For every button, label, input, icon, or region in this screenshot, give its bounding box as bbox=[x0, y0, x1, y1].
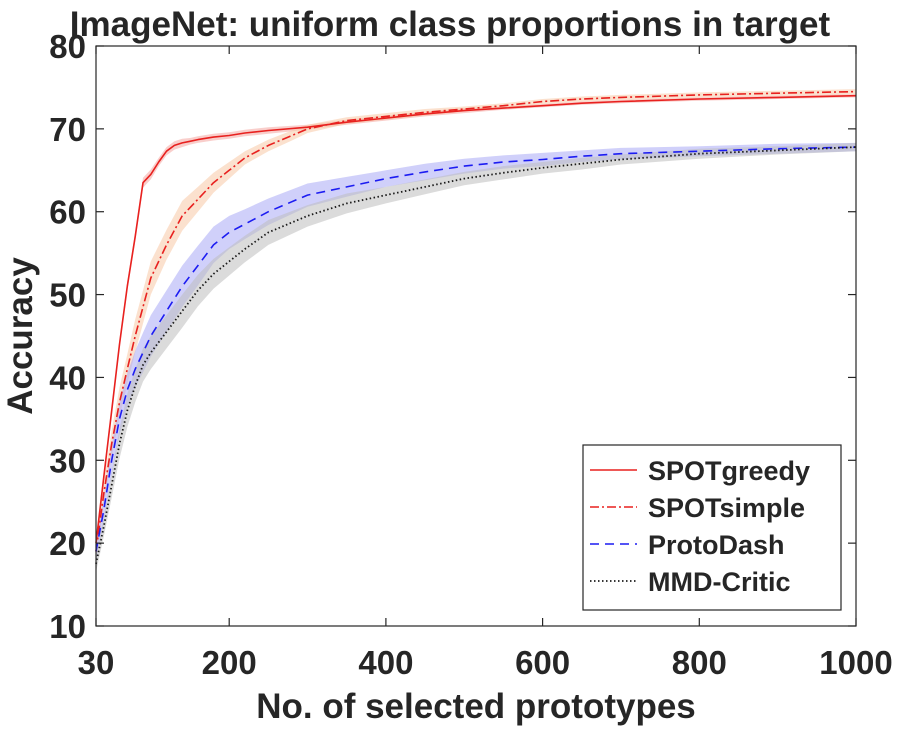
series-line-spotsimple bbox=[95, 90, 857, 552]
y-tick-label: 70 bbox=[49, 111, 86, 148]
series-line-mmd-critic bbox=[95, 146, 857, 565]
x-tick-label: 800 bbox=[672, 644, 727, 681]
x-tick-label: 200 bbox=[202, 644, 257, 681]
y-tick-label: 40 bbox=[49, 359, 86, 396]
y-axis-ticks: 10 20 30 40 50 60 70 80 bbox=[49, 28, 856, 645]
chart-title: ImageNet: uniform class proportions in t… bbox=[70, 5, 831, 44]
y-tick-label: 50 bbox=[49, 277, 86, 314]
legend-label: SPOTgreedy bbox=[648, 456, 810, 486]
legend-label: SPOTsimple bbox=[648, 493, 805, 523]
series-line-protodash bbox=[95, 146, 857, 552]
series-lines bbox=[95, 90, 857, 565]
legend: SPOTgreedy SPOTsimple ProtoDash MMD-Critic bbox=[582, 444, 842, 611]
y-tick-label: 30 bbox=[49, 442, 86, 479]
legend-label: ProtoDash bbox=[648, 530, 785, 560]
y-tick-label: 10 bbox=[49, 608, 86, 645]
y-tick-label: 80 bbox=[49, 28, 86, 65]
plot-frame bbox=[95, 45, 857, 627]
y-tick-label: 60 bbox=[49, 194, 86, 231]
x-tick-label: 600 bbox=[515, 644, 570, 681]
x-tick-label: 400 bbox=[358, 644, 413, 681]
x-axis-ticks: 30 200 400 600 800 1000 bbox=[78, 46, 893, 681]
y-axis-label: Accuracy bbox=[1, 257, 40, 415]
legend-box bbox=[582, 444, 842, 611]
series-line-spotgreedy bbox=[95, 94, 857, 544]
x-tick-label: 1000 bbox=[819, 644, 892, 681]
y-tick-label: 20 bbox=[49, 525, 86, 562]
x-tick-label: 30 bbox=[78, 644, 115, 681]
legend-label: MMD-Critic bbox=[648, 567, 791, 597]
x-axis-label: No. of selected prototypes bbox=[256, 687, 696, 726]
